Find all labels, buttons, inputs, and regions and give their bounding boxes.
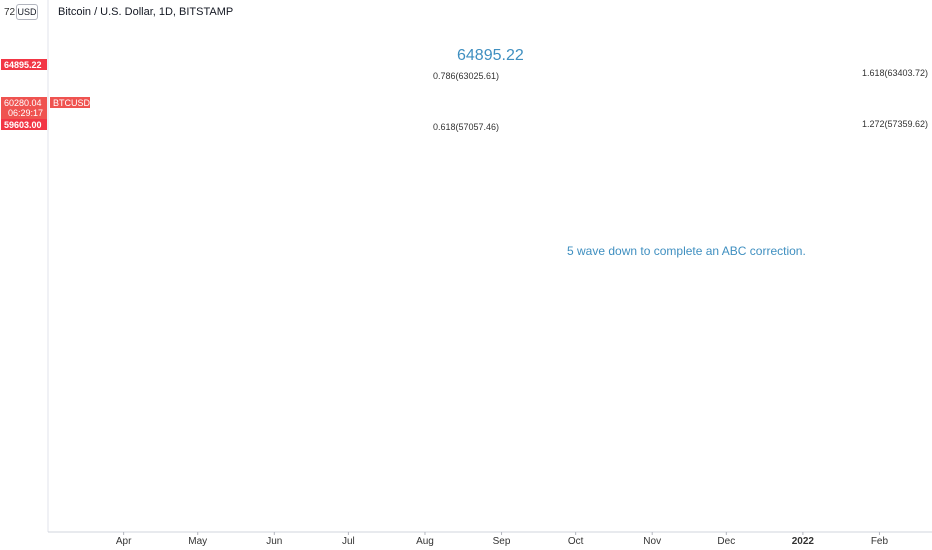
price-marker-level-2: 59603.00 — [1, 119, 47, 130]
price-marker-level-1-text: 64895.22 — [4, 60, 42, 70]
x-tick-label: Feb — [871, 536, 889, 547]
fib-0618-label: 0.618(57057.46) — [433, 122, 499, 132]
big-level-label: 64895.22 — [457, 47, 524, 64]
countdown-text: 06:29:17 — [8, 108, 43, 118]
currency-badge[interactable]: USD — [16, 4, 38, 20]
x-tick-label: Jun — [266, 536, 282, 547]
note-text: 5 wave down to complete an ABC correctio… — [567, 244, 806, 258]
x-tick-label: Nov — [643, 536, 661, 547]
symbol-badge: BTCUSD — [50, 97, 91, 108]
fib-0786-label: 0.786(63025.61) — [433, 71, 499, 81]
price-marker-level-2-text: 59603.00 — [4, 120, 42, 130]
x-tick-label: 2022 — [792, 536, 815, 547]
chart-title: Bitcoin / U.S. Dollar, 1D, BITSTAMP — [58, 6, 233, 18]
x-tick-label: Sep — [493, 536, 511, 547]
fib-1618-label: 1.618(63403.72) — [862, 68, 928, 78]
fib-1272-label: 1.272(57359.62) — [862, 119, 928, 129]
x-tick-label: Aug — [416, 536, 434, 547]
top-scale-label: 72 — [4, 7, 16, 18]
x-axis[interactable]: AprMayJunJulAugSepOctNovDec2022FebMar — [116, 532, 932, 547]
x-tick-label: Jul — [342, 536, 355, 547]
x-tick-label: Oct — [568, 536, 584, 547]
x-tick-label: Apr — [116, 536, 132, 547]
last-price-text: 60280.04 — [4, 98, 42, 108]
x-tick-label: Dec — [717, 536, 735, 547]
x-tick-label: May — [188, 536, 207, 547]
price-marker-level-1: 64895.22 — [1, 59, 47, 70]
symbol-text: BTCUSD — [53, 98, 91, 108]
